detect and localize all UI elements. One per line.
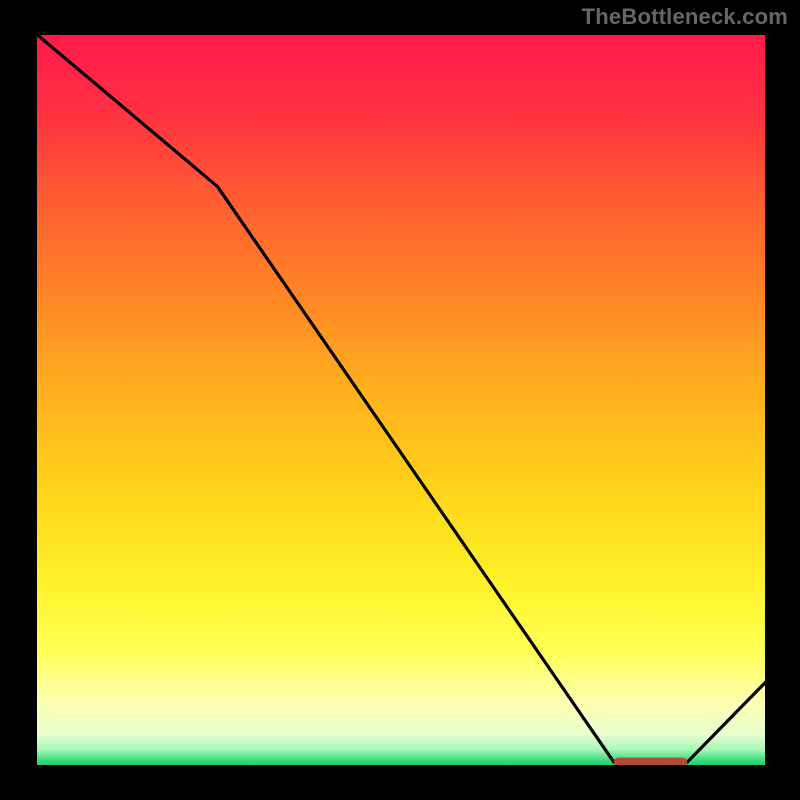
plot-background [34,32,768,768]
watermark-text: TheBottleneck.com [582,4,788,30]
